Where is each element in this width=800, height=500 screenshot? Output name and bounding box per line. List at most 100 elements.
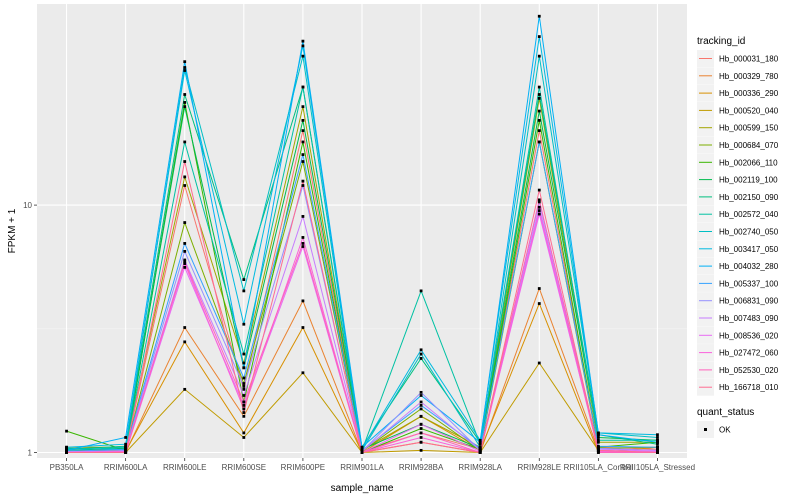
- data-point-6-8: [537, 118, 541, 122]
- data-point-19-1: [124, 451, 128, 454]
- legend-label-19: Hb_166718_010: [719, 383, 779, 392]
- data-point-19-5: [360, 451, 364, 454]
- legend-label-0: Hb_000031_180: [719, 55, 779, 64]
- shape-legend-items: OK: [697, 421, 731, 438]
- legend-label-6: Hb_002066_110: [719, 158, 778, 167]
- data-point-9-3: [242, 352, 246, 356]
- legend-label-3: Hb_000520_040: [719, 106, 779, 115]
- data-point-19-6: [419, 440, 423, 444]
- data-point-17-3: [242, 407, 246, 411]
- legend-label-5: Hb_000684_070: [719, 141, 779, 150]
- data-points: [65, 14, 659, 454]
- data-point-13-9: [596, 444, 600, 448]
- legend: tracking_id Hb_000031_180Hb_000329_780Hb…: [697, 36, 779, 438]
- legend-label-10: Hb_002740_050: [719, 228, 779, 237]
- data-point-8-6: [419, 357, 423, 360]
- data-point-14-8: [537, 200, 541, 204]
- data-point-9-4: [301, 85, 305, 89]
- data-point-9-8: [537, 85, 541, 89]
- data-point-18-3: [242, 400, 246, 404]
- data-point-18-9: [596, 451, 600, 454]
- data-point-5-2: [183, 221, 187, 224]
- legend-label-1: Hb_000329_780: [719, 72, 779, 81]
- legend-label-2: Hb_000336_290: [719, 89, 779, 98]
- data-point-16-3: [242, 404, 246, 407]
- data-point-17-4: [301, 236, 305, 239]
- data-point-11-8: [537, 35, 541, 38]
- data-point-3-8: [537, 361, 541, 365]
- legend-title-tracking-id: tracking_id: [697, 36, 745, 47]
- data-point-6-0: [65, 429, 68, 433]
- y-axis-title: FPKM + 1: [7, 208, 18, 253]
- data-point-8-10: [656, 442, 659, 446]
- data-point-6-2: [183, 101, 187, 104]
- data-point-18-4: [301, 242, 305, 245]
- data-point-8-3: [242, 278, 246, 281]
- data-point-18-6: [419, 431, 423, 435]
- data-point-4-2: [183, 175, 187, 179]
- x-tick-label-10: RRII105LA_Stressed: [620, 463, 695, 472]
- data-point-12-10: [656, 440, 659, 444]
- legend-label-12: Hb_004032_280: [719, 262, 779, 271]
- data-point-1-2: [183, 326, 187, 329]
- data-point-19-0: [65, 451, 68, 454]
- data-point-13-2: [183, 242, 187, 245]
- data-point-7-8: [537, 109, 541, 113]
- data-point-11-6: [419, 348, 423, 352]
- data-point-19-4: [301, 179, 305, 183]
- data-point-14-3: [242, 384, 246, 388]
- data-point-1-3: [242, 414, 246, 418]
- data-point-12-4: [301, 39, 305, 43]
- data-point-5-4: [301, 160, 305, 163]
- data-point-10-6: [419, 352, 423, 356]
- data-point-12-6: [419, 394, 423, 397]
- data-point-4-3: [242, 361, 246, 365]
- data-point-13-6: [419, 404, 423, 407]
- data-point-10-8: [537, 54, 541, 58]
- legend-label-14: Hb_006831_090: [719, 297, 779, 306]
- data-point-15-2: [183, 258, 187, 262]
- data-point-8-2: [183, 93, 187, 96]
- data-point-1-4: [301, 299, 305, 303]
- data-point-16-6: [419, 422, 423, 426]
- data-point-10-3: [242, 289, 246, 293]
- legend-label-4: Hb_000599_150: [719, 124, 779, 133]
- data-point-15-4: [301, 215, 305, 218]
- data-point-18-2: [183, 260, 187, 264]
- x-tick-label-6: RRIM928BA: [399, 463, 444, 472]
- data-point-17-2: [183, 262, 187, 266]
- data-point-11-3: [242, 322, 246, 326]
- x-tick-label-8: RRIM928LE: [517, 463, 561, 472]
- data-point-0-8: [537, 129, 541, 133]
- shape-legend-label-0: OK: [719, 426, 731, 435]
- data-point-4-9: [596, 440, 600, 444]
- data-point-4-8: [537, 96, 541, 100]
- legend-title-quant-status: quant_status: [697, 407, 754, 418]
- legend-items: Hb_000031_180 Hb_000329_780 Hb_000336_290 H…: [697, 50, 779, 396]
- data-point-15-8: [537, 205, 541, 209]
- data-point-2-3: [242, 431, 246, 435]
- data-point-0-4: [301, 129, 305, 133]
- data-point-19-9: [596, 448, 600, 452]
- data-point-3-2: [183, 387, 187, 391]
- data-point-3-4: [301, 371, 305, 375]
- legend-label-9: Hb_002572_040: [719, 210, 779, 219]
- legend-label-17: Hb_027472_060: [719, 349, 779, 358]
- data-point-9-6: [419, 289, 423, 293]
- data-point-16-2: [183, 265, 187, 269]
- legend-label-13: Hb_005337_100: [719, 279, 779, 288]
- data-point-11-7: [478, 438, 482, 442]
- data-point-9-10: [656, 438, 659, 442]
- data-point-13-4: [301, 153, 305, 157]
- data-point-11-4: [301, 44, 305, 48]
- data-point-11-1: [124, 442, 128, 446]
- data-point-12-5: [360, 445, 364, 449]
- data-point-12-9: [596, 433, 600, 437]
- data-point-19-3: [242, 411, 246, 414]
- data-point-5-6: [419, 407, 423, 411]
- data-point-11-2: [183, 69, 187, 72]
- data-point-14-4: [301, 184, 305, 187]
- data-point-11-0: [65, 445, 68, 449]
- data-point-13-7: [478, 446, 482, 450]
